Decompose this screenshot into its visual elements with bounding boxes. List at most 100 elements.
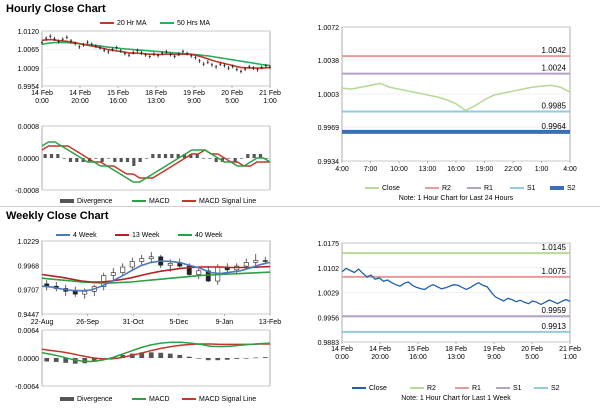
weekly-levels-xtick: 5:00 bbox=[525, 354, 539, 361]
weekly-price-xtick: 31-Oct bbox=[123, 319, 144, 326]
hourly-divergence-bar bbox=[214, 158, 218, 162]
weekly-divergence-bar bbox=[158, 352, 164, 358]
weekly-divergence-bar bbox=[215, 358, 221, 361]
weekly-macd-ytick: -0.0064 bbox=[15, 384, 39, 391]
hourly-legend-ma50-label: 50 Hrs MA bbox=[177, 20, 210, 27]
weekly-price-ytick: 0.9447 bbox=[18, 312, 40, 319]
weekly-divergence-bar bbox=[72, 358, 78, 364]
hourly-divergence-bar bbox=[151, 154, 155, 158]
weekly-legend-13week-label: 13 Week bbox=[132, 232, 160, 239]
hourly-price-ytick: 1.0009 bbox=[18, 66, 40, 73]
hourly-divergence-bar bbox=[170, 154, 174, 158]
hourly-price-xtick: 15 Feb bbox=[107, 90, 129, 97]
weekly-price-ytick: 0.9707 bbox=[18, 288, 40, 295]
weekly-levels-xtick: 16:00 bbox=[409, 354, 427, 361]
hourly-divergence-bar bbox=[125, 158, 130, 162]
hourly-level-s1-label: 0.9985 bbox=[542, 101, 567, 110]
hourly-levels-xtick: 4:00 bbox=[563, 166, 577, 173]
hourly-divergence-bar bbox=[163, 154, 168, 158]
hourly-divergence-bar bbox=[195, 154, 199, 158]
hourly-price-xtick: 9:00 bbox=[187, 98, 201, 105]
hourly-level-r2-label: 1.0042 bbox=[542, 46, 567, 55]
hourly-close-line bbox=[341, 82, 571, 112]
weekly-candle-body bbox=[243, 262, 249, 267]
weekly-level-s2-label: 0.9913 bbox=[542, 322, 567, 331]
weekly-price-xtick: 22-Aug bbox=[31, 319, 54, 326]
weekly-levels-xtick: 13:00 bbox=[447, 354, 465, 361]
weekly-w13-line bbox=[41, 265, 271, 283]
hourly-price-xtick: 5:00 bbox=[225, 98, 239, 105]
weekly-price-xtick: 13-Feb bbox=[259, 319, 281, 326]
weekly-levels-xtick: 18 Feb bbox=[445, 346, 467, 353]
weekly-divergence-bar bbox=[120, 354, 126, 358]
hourly-macd-ytick: 0.0008 bbox=[18, 124, 40, 131]
hourly-legend-macd-label: MACD bbox=[149, 198, 170, 205]
hourly-divergence-bar bbox=[94, 158, 98, 159]
weekly-legend-divergence-swatch bbox=[60, 397, 74, 401]
weekly-candle-body bbox=[253, 260, 259, 263]
hourly-levels-xtick: 7:00 bbox=[364, 166, 378, 173]
hourly-price-xtick: 1:00 bbox=[263, 98, 277, 105]
weekly-divergence-bar bbox=[186, 356, 192, 358]
hourly-price-ytick: 1.0065 bbox=[18, 47, 40, 54]
weekly-levels-xtick: 0:00 bbox=[335, 354, 349, 361]
weekly-signal-line bbox=[41, 343, 270, 360]
section-divider bbox=[0, 206, 600, 207]
weekly-levels-legend-r1-label: R1 bbox=[472, 385, 481, 392]
weekly-w40-line bbox=[41, 271, 271, 284]
weekly-divergence-bar bbox=[196, 358, 202, 359]
weekly-macd-line bbox=[41, 341, 271, 363]
weekly-levels-xtick: 21 Feb bbox=[559, 346, 581, 353]
weekly-levels-ytick: 1.0102 bbox=[318, 266, 340, 273]
weekly-price-xtick: 26-Sep bbox=[76, 319, 99, 326]
hourly-price-xtick: 20:00 bbox=[71, 98, 89, 105]
weekly-candle-body bbox=[139, 258, 145, 262]
weekly-candle-body bbox=[262, 260, 268, 262]
hourly-price-xtick: 18 Feb bbox=[145, 90, 167, 97]
hourly-levels-xtick: 1:00 bbox=[535, 166, 549, 173]
weekly-divergence-bar bbox=[177, 354, 183, 358]
hourly-levels-legend-close-label: Close bbox=[382, 185, 400, 192]
weekly-price-ytick: 0.9968 bbox=[18, 263, 40, 270]
weekly-levels-legend-close-label: Close bbox=[369, 385, 387, 392]
weekly-levels-legend-r2-label: R2 bbox=[427, 385, 436, 392]
weekly-candle-body bbox=[120, 266, 126, 273]
hourly-levels-note: Note: 1 Hour Chart for Last 24 Hours bbox=[399, 195, 514, 202]
weekly-levels-xtick: 14 Feb bbox=[369, 346, 391, 353]
hourly-levels-xtick: 10:00 bbox=[390, 166, 408, 173]
hourly-level-s2-label: 0.9964 bbox=[542, 122, 567, 131]
hourly-price-xtick: 14 Feb bbox=[31, 90, 53, 97]
hourly-legend-divergence-label: Divergence bbox=[77, 198, 113, 205]
hourly-divergence-bar bbox=[265, 158, 269, 159]
weekly-section-title: Weekly Close Chart bbox=[6, 210, 109, 222]
hourly-macd-ytick: -0.0008 bbox=[15, 188, 39, 195]
weekly-levels-ytick: 0.9956 bbox=[318, 315, 340, 322]
hourly-ma20-line bbox=[41, 38, 271, 69]
weekly-levels-ytick: 1.0175 bbox=[318, 241, 340, 248]
hourly-macd-ytick: 0.0000 bbox=[18, 156, 40, 163]
hourly-divergence-bar bbox=[132, 158, 136, 166]
weekly-candle-body bbox=[167, 263, 173, 266]
weekly-price-xtick: 5-Dec bbox=[169, 319, 188, 326]
weekly-legend-macd-label: MACD bbox=[149, 396, 170, 403]
weekly-candle-body bbox=[110, 272, 116, 276]
hourly-levels-xtick: 13:00 bbox=[419, 166, 437, 173]
hourly-levels-xtick: 4:00 bbox=[335, 166, 349, 173]
hourly-divergence-bar bbox=[113, 158, 117, 162]
hourly-section-title: Hourly Close Chart bbox=[6, 3, 106, 15]
hourly-divergence-bar bbox=[208, 158, 212, 159]
hourly-price-ytick: 1.0120 bbox=[18, 29, 40, 36]
hourly-divergence-bar bbox=[119, 158, 123, 162]
weekly-divergence-bar bbox=[234, 358, 240, 359]
hourly-divergence-bar bbox=[176, 154, 180, 158]
hourly-price-plot bbox=[41, 30, 271, 87]
weekly-price-plot bbox=[41, 240, 271, 315]
weekly-divergence-bar bbox=[63, 358, 69, 363]
hourly-divergence-bar bbox=[43, 154, 47, 158]
hourly-legend-divergence-swatch bbox=[60, 199, 74, 203]
hourly-divergence-bar bbox=[62, 158, 66, 159]
hourly-levels-ytick: 1.0003 bbox=[318, 92, 340, 99]
hourly-price-xtick: 20 Feb bbox=[221, 90, 243, 97]
weekly-levels-legend-s1-label: S1 bbox=[513, 385, 522, 392]
